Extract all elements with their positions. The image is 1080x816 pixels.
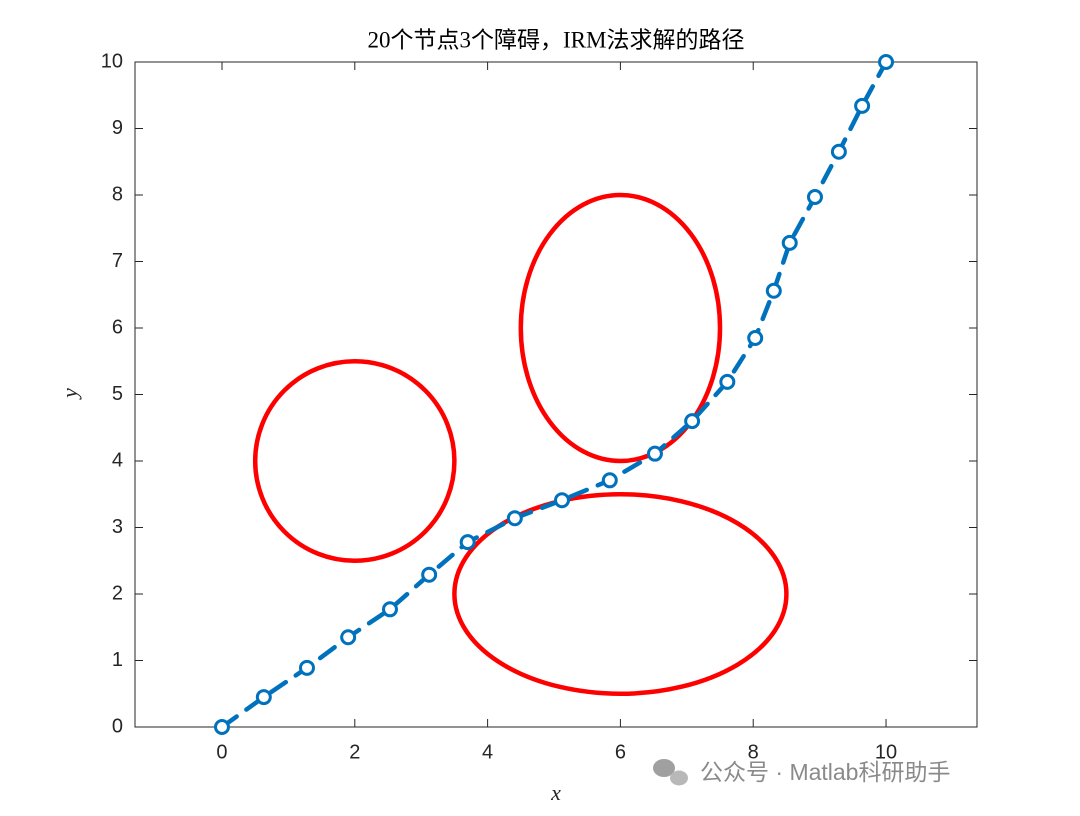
obstacle: [252, 359, 457, 563]
node-marker: [854, 97, 871, 114]
node-marker: [255, 689, 272, 706]
node-marker: [381, 601, 398, 618]
y-tick-label: 9: [112, 117, 123, 139]
node-marker: [213, 719, 230, 735]
series-line: [219, 59, 889, 730]
watermark-text: 公众号 · Matlab科研助手: [700, 759, 950, 785]
node-marker: [506, 510, 523, 527]
node-marker: [646, 445, 663, 462]
node-marker: [340, 629, 357, 646]
obstacle: [452, 492, 789, 696]
y-tick-label: 5: [112, 383, 123, 405]
node-marker: [298, 659, 315, 676]
node-marker: [601, 472, 618, 489]
y-tick-label: 10: [101, 50, 123, 72]
node-marker: [830, 143, 847, 160]
node-marker: [719, 373, 736, 390]
x-tick-label: 8: [748, 741, 759, 763]
y-tick-label: 1: [112, 649, 123, 671]
node-marker: [459, 534, 476, 551]
y-axis-label: y: [57, 388, 82, 400]
x-tick-label: 4: [482, 741, 493, 763]
node-marker: [553, 492, 570, 509]
y-tick-label: 3: [112, 516, 123, 538]
watermark: 公众号 · Matlab科研助手: [653, 759, 950, 786]
y-tick-label: 8: [112, 183, 123, 205]
x-tick-label: 0: [216, 741, 227, 763]
x-tick-label: 6: [615, 741, 626, 763]
node-marker: [747, 329, 764, 346]
node-marker: [781, 234, 798, 251]
node-marker: [765, 282, 782, 299]
watermark-icon: [670, 770, 688, 786]
node-marker: [421, 566, 438, 583]
watermark-icon: [653, 759, 675, 777]
x-axis-label: x: [550, 780, 561, 805]
node-marker: [806, 188, 823, 205]
y-tick-label: 6: [112, 316, 123, 338]
y-tick-label: 4: [112, 449, 123, 471]
node-marker: [878, 54, 895, 70]
y-tick-label: 0: [112, 715, 123, 737]
chart-title: 20个节点3个障碍，IRM法求解的路径: [368, 27, 745, 52]
y-tick-label: 2: [112, 582, 123, 604]
x-tick-label: 2: [349, 741, 360, 763]
obstacle: [518, 192, 723, 464]
y-tick-label: 7: [112, 250, 123, 272]
x-tick-label: 10: [875, 741, 897, 763]
node-marker: [684, 413, 701, 430]
